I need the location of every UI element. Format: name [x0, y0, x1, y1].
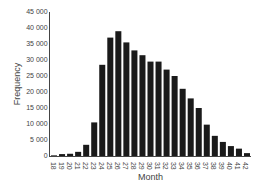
svg-text:36: 36	[194, 162, 201, 170]
svg-text:19: 19	[58, 162, 65, 170]
svg-text:35 000: 35 000	[26, 40, 48, 47]
svg-text:Frequency: Frequency	[12, 62, 22, 105]
svg-text:21: 21	[74, 162, 81, 170]
svg-text:32: 32	[162, 162, 169, 170]
svg-text:33: 33	[170, 162, 177, 170]
svg-text:5 000: 5 000	[30, 136, 48, 143]
svg-text:22: 22	[82, 162, 89, 170]
svg-text:42: 42	[242, 162, 249, 170]
svg-text:35: 35	[186, 162, 193, 170]
svg-text:20: 20	[66, 162, 73, 170]
svg-text:25 000: 25 000	[26, 72, 48, 79]
svg-text:41: 41	[234, 162, 241, 170]
svg-text:38: 38	[210, 162, 217, 170]
svg-text:20 000: 20 000	[26, 88, 48, 95]
svg-text:28: 28	[130, 162, 137, 170]
svg-text:31: 31	[154, 162, 161, 170]
svg-text:37: 37	[202, 162, 209, 170]
svg-text:30: 30	[146, 162, 153, 170]
svg-text:23: 23	[90, 162, 97, 170]
svg-text:27: 27	[122, 162, 129, 170]
svg-text:34: 34	[178, 162, 185, 170]
svg-text:Month: Month	[138, 172, 163, 182]
svg-text:26: 26	[114, 162, 121, 170]
svg-text:40: 40	[226, 162, 233, 170]
svg-text:18: 18	[50, 162, 57, 170]
svg-text:25: 25	[106, 162, 113, 170]
svg-text:39: 39	[218, 162, 225, 170]
svg-text:30 000: 30 000	[26, 56, 48, 63]
svg-text:24: 24	[98, 162, 105, 170]
svg-text:0: 0	[44, 152, 48, 159]
svg-text:10 000: 10 000	[26, 120, 48, 127]
svg-text:29: 29	[138, 162, 145, 170]
svg-text:15 000: 15 000	[26, 104, 48, 111]
svg-text:45 000: 45 000	[26, 8, 48, 15]
svg-text:40 000: 40 000	[26, 24, 48, 31]
